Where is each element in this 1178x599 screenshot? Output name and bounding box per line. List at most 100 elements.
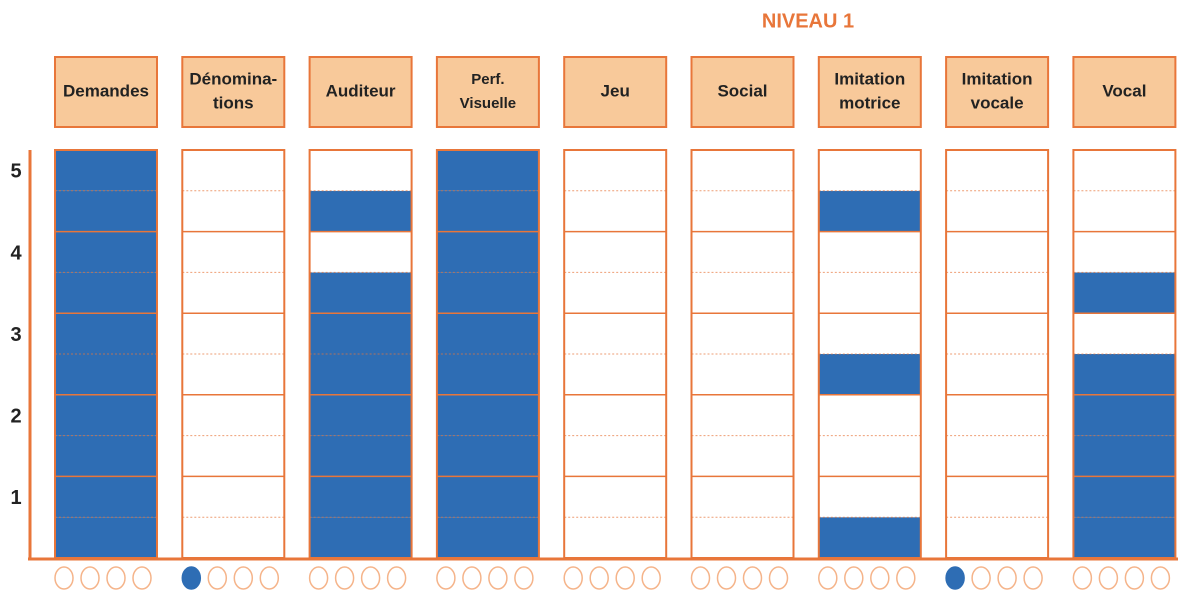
circle (106, 566, 126, 590)
circle (1098, 566, 1119, 590)
circle (563, 566, 583, 590)
circle (844, 566, 864, 590)
cell (309, 231, 412, 273)
cell (1073, 394, 1176, 436)
cell (946, 150, 1049, 191)
level-label: 4 (10, 242, 22, 264)
cell (1073, 435, 1176, 477)
circle (768, 566, 789, 590)
cell (691, 476, 794, 518)
column-frame (945, 149, 1050, 559)
circle (1150, 566, 1171, 590)
circle (896, 566, 916, 590)
cell (691, 190, 794, 232)
cell (1073, 517, 1176, 558)
level-label: 2 (10, 406, 21, 428)
header-label: vocale (971, 93, 1024, 112)
column-frame (54, 149, 158, 559)
circle (233, 566, 254, 590)
header-label: Imitation (962, 69, 1033, 88)
header-label: motrice (839, 93, 900, 112)
header-box (1072, 56, 1177, 128)
level-label: 1 (10, 487, 21, 509)
cell (182, 313, 285, 354)
column-frame (690, 149, 795, 559)
cell (436, 394, 539, 436)
cell (436, 231, 539, 273)
cell (55, 313, 157, 354)
header-label: Jeu (601, 81, 630, 100)
cell (1073, 313, 1176, 354)
cell (946, 231, 1049, 273)
cell (1073, 231, 1176, 273)
cell (309, 435, 412, 477)
cell (946, 394, 1049, 436)
cell (182, 476, 285, 518)
column-frame (563, 149, 668, 559)
cell (55, 272, 157, 314)
cell (436, 476, 539, 518)
cell (182, 517, 285, 558)
cell (818, 394, 921, 436)
level-label: 5 (10, 161, 21, 183)
cell (55, 354, 157, 395)
cell (309, 476, 412, 518)
circle (615, 566, 635, 590)
cell (309, 394, 412, 436)
cell (818, 150, 921, 191)
circle (971, 566, 991, 590)
cell (691, 435, 794, 477)
cell (691, 231, 794, 273)
header-label: Dénomina- (189, 69, 277, 88)
circle (386, 566, 407, 590)
cell (564, 476, 667, 518)
cell (564, 272, 667, 314)
cell (564, 313, 667, 354)
circle (360, 566, 381, 590)
cell (818, 190, 921, 232)
cell (309, 272, 412, 314)
cell (55, 435, 157, 477)
circle (334, 566, 355, 590)
header-box (690, 56, 795, 128)
cell (436, 150, 539, 191)
cell (818, 435, 921, 477)
cell (691, 354, 794, 395)
cell (436, 517, 539, 558)
cell (564, 517, 667, 558)
cell (691, 517, 794, 558)
cell (309, 150, 412, 191)
cell (1073, 272, 1176, 314)
header-label: Vocal (1102, 81, 1146, 100)
circle (641, 566, 661, 590)
column-frame (308, 149, 413, 559)
circle (1072, 566, 1093, 590)
cell (818, 517, 921, 558)
cell (946, 435, 1049, 477)
cell (1073, 190, 1176, 232)
cell (946, 354, 1049, 395)
circle (997, 566, 1017, 590)
circle (207, 566, 228, 590)
circle (259, 566, 280, 590)
cell (182, 272, 285, 314)
cell (564, 231, 667, 273)
cell (55, 231, 157, 273)
header-box (817, 56, 922, 128)
cell (182, 231, 285, 273)
circle (462, 566, 482, 590)
cell (946, 476, 1049, 518)
circle (514, 566, 534, 590)
header-label: Visuelle (460, 95, 516, 112)
circle (1023, 566, 1043, 590)
cell (1073, 476, 1176, 518)
column-frame (817, 149, 922, 559)
circle (1124, 566, 1145, 590)
level-label: 3 (10, 324, 21, 346)
cell (182, 354, 285, 395)
circle (589, 566, 609, 590)
cell (55, 517, 157, 558)
circle (80, 566, 100, 590)
cell (691, 394, 794, 436)
circle (308, 566, 329, 590)
